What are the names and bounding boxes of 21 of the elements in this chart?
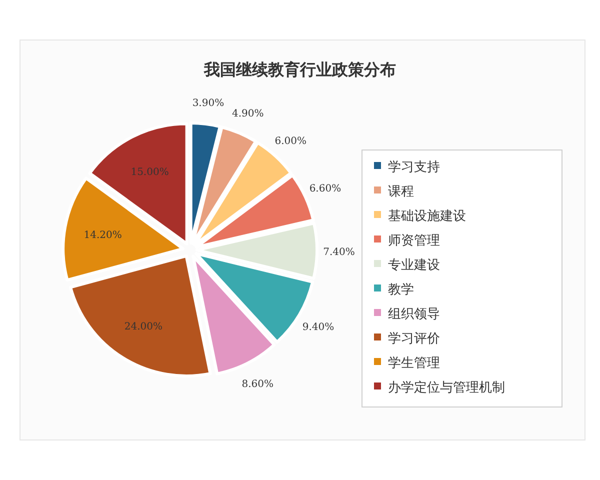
- data-label: 14.20%: [84, 230, 122, 241]
- legend-label: 师资管理: [388, 234, 440, 248]
- data-label: 8.60%: [242, 378, 274, 390]
- legend-label: 专业建设: [388, 258, 440, 273]
- legend-label: 课程: [388, 184, 414, 200]
- legend-label: 学生管理: [388, 356, 440, 371]
- data-label: 3.90%: [192, 98, 224, 110]
- data-label: 9.40%: [302, 322, 334, 333]
- legend-label: 教学: [388, 282, 414, 298]
- data-label: 6.00%: [274, 136, 307, 148]
- chart-title: 我国继续教育行业政策分布: [203, 60, 396, 79]
- data-label: 7.40%: [323, 246, 355, 258]
- legend-label: 基础设施建设: [388, 209, 466, 224]
- data-label: 4.90%: [232, 108, 264, 120]
- legend-label: 办学定位与管理机制: [388, 380, 505, 396]
- legend-label: 学习支持: [388, 160, 440, 175]
- data-label: 24.00%: [124, 321, 163, 332]
- legend-label: 学习评价: [388, 332, 440, 346]
- data-label: 6.60%: [309, 183, 342, 194]
- data-label: 15.00%: [130, 167, 169, 178]
- legend-label: 组织领导: [388, 307, 440, 322]
